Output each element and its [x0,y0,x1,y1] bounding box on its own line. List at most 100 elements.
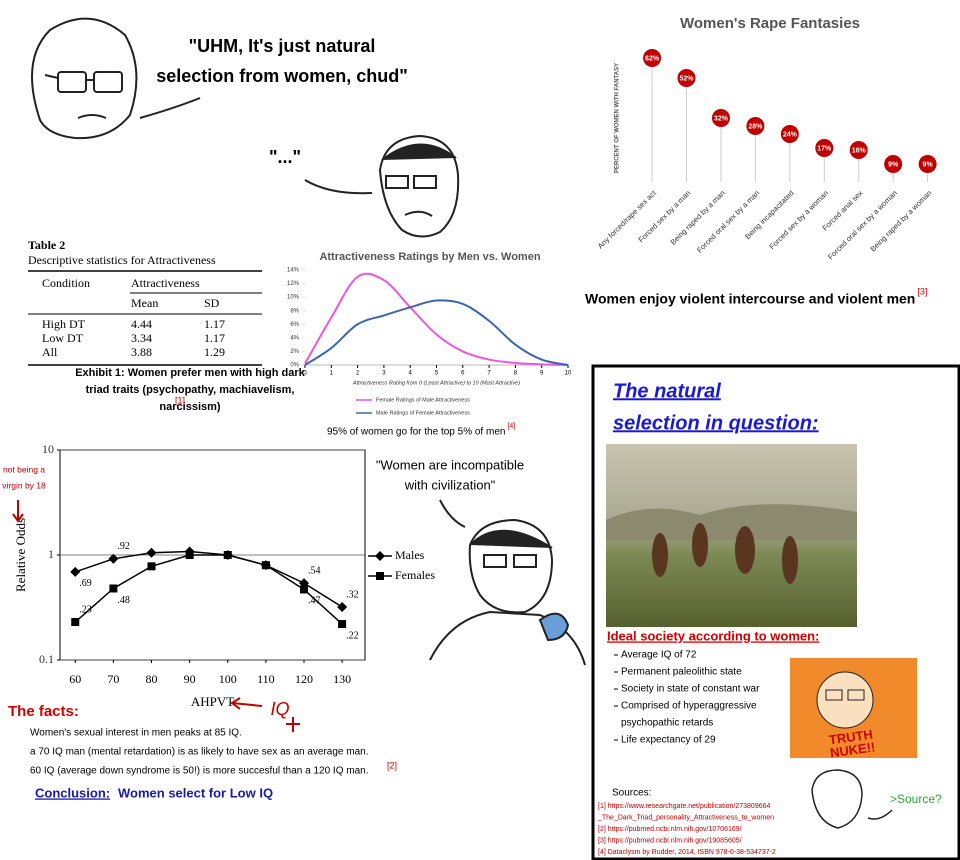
x-tick-label: 120 [295,672,313,686]
x-tick-label: 9 [540,371,544,377]
table-header: Condition [42,276,90,290]
list-item: Life expectancy of 29 [621,735,716,746]
table-title: Table 2 [28,238,65,252]
x-tick-label: 2 [356,371,360,377]
reference: [2] [387,760,397,770]
table-cell: 3.34 [131,331,152,345]
table-header: Attractiveness [131,276,200,290]
wojak-face [304,134,460,238]
fact: Women's sexual interest in men peaks at … [30,728,242,739]
legend-label: Males [395,548,425,562]
list-title: Ideal society according to women: [607,628,819,643]
y-tick-label: 12% [287,281,300,287]
y-tick-label: 0% [290,363,299,369]
panel-border [591,364,960,860]
table-cell: 1.17 [204,331,225,345]
conclusion-label: Conclusion: [35,785,110,800]
table-cell: 1.17 [204,317,225,331]
y-tick-label: 1 [48,547,54,561]
y-tick-label: 0.1 [39,652,54,666]
speech: "UHM, It's just natural [189,36,376,56]
exhibit: Exhibit 1: Women prefer men with high da… [75,367,305,379]
exhibit: narcissism) [159,401,220,413]
list-item: Comprised of hyperaggressive [621,701,757,712]
marker [108,553,119,564]
dot [815,139,834,157]
dot [746,117,765,135]
list-item: Average IQ of 72 [621,650,697,661]
dot [780,125,799,143]
exhibit: triad traits (psychopathy, machiavelism, [86,384,295,396]
dot [884,155,903,173]
legend-label: Females [395,568,435,582]
facts-heading: The facts: [8,703,79,720]
annotation: not being a [3,464,45,474]
x-tick-label: 110 [257,672,275,686]
x-tick-label: Forced sex by a woman [767,188,830,251]
marker [375,551,385,561]
x-tick-label: 7 [487,371,491,377]
source: [4] Dataclysm by Rudder, 2014, ISBN 978-… [598,849,776,856]
fact: 60 IQ (average down syndrome is 50!) is … [30,766,369,777]
value-label: .23 [79,604,92,615]
y-axis-label: Relative Odds [13,518,28,592]
marker [109,584,118,593]
source: [2] https://pubmed.ncbi.nlm.nih.gov/1070… [598,826,742,833]
x-tick-label: Forced oral sex by a woman [826,188,899,261]
x-tick-label: Being raped by a woman [868,188,933,253]
table-rules [28,270,262,366]
x-tick-label: 8 [514,371,518,377]
marker [376,572,384,580]
x-axis-label: AHPVT [191,694,234,709]
y-axis-label: PERCENT OF WOMEN WITH FANTASY [615,63,621,173]
x-axis-label: Attractiveness Rating from 0 (Least Attr… [352,380,520,386]
marker [71,618,80,627]
chart-title: Women's Rape Fantasies [680,15,860,32]
annotation: IQ [270,699,289,719]
value-label: 32% [714,115,729,122]
x-tick-label: 130 [333,672,351,686]
value-label: .54 [308,565,321,576]
dot [677,69,696,87]
value-label: 17% [817,145,832,152]
y-tick-label: 10% [287,295,300,301]
series-line [304,272,569,366]
series-line [75,550,343,608]
value-label: 62% [645,55,660,62]
marker [146,547,157,558]
annotation-arrows [12,500,300,732]
speech: "Women are incompatible [376,457,524,472]
legend-label: Male Ratings of Female Attractiveness [376,410,470,416]
source: [3] https://pubmed.ncbi.nlm.nih.gov/1908… [598,837,742,844]
reference: [1] [175,395,185,405]
value-label: .22 [346,630,359,641]
series-line [74,554,343,625]
list-item: Society in state of constant war [621,684,760,695]
table-cell: Low DT [42,331,84,345]
caption: 95% of women go for the top 5% of men [327,427,505,438]
dot [643,49,662,67]
panel-title: selection in question: [613,412,819,434]
dot [918,155,937,173]
x-tick-label: 3 [382,371,386,377]
value-label: 9% [923,161,934,168]
value-label: 52% [679,75,694,82]
y-tick-label: 10 [42,442,54,456]
x-tick-label: 70 [107,672,119,686]
wojak-scientist [429,499,586,666]
x-tick-label: 4 [409,371,413,377]
caption: Women enjoy violent intercourse and viol… [585,291,915,307]
table-header: SD [204,296,220,310]
marker [70,566,81,577]
chart-title: Attractiveness Ratings by Men vs. Women [319,251,540,263]
table-cell: 4.44 [131,317,152,331]
marker [300,585,308,594]
value-label: .48 [117,595,130,606]
value-label: .92 [117,541,130,552]
marker [338,620,347,629]
painting [606,444,857,627]
speech: with civilization" [404,477,496,492]
table-header: Mean [131,296,158,310]
